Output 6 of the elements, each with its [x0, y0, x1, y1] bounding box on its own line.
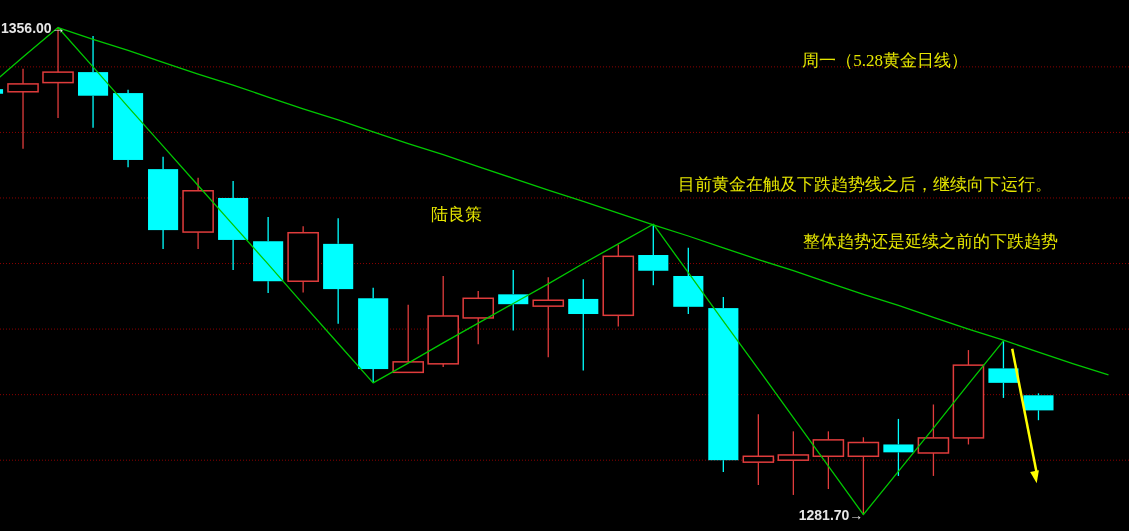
annotation: 1356.00→: [1, 19, 66, 36]
annotation: 周一（5.28黄金日线）: [802, 51, 968, 70]
annotation: 陆良策: [430, 205, 482, 224]
annotation: 目前黄金在触及下跌趋势线之后，继续向下运行。: [678, 175, 1052, 194]
annotation: 整体趋势还是延续之前的下跌趋势: [802, 232, 1058, 251]
annotation: 1281.70→: [798, 506, 864, 523]
